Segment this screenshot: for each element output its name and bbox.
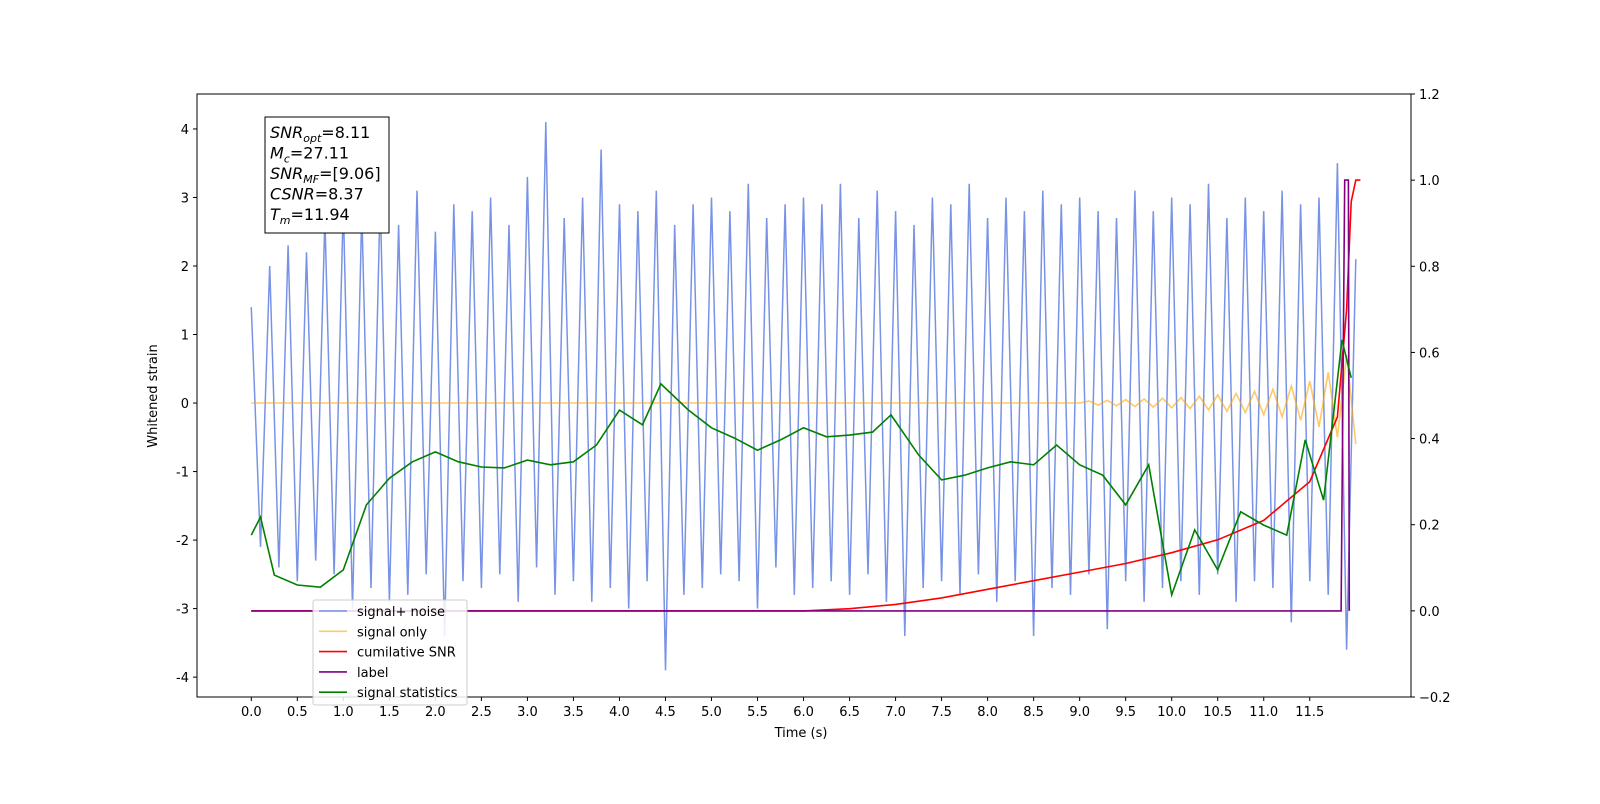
annotation-text: =8.11: [321, 123, 370, 142]
annotation-subscript: m: [280, 214, 291, 227]
legend-label: signal only: [357, 625, 427, 640]
x-tick-label: 0.0: [241, 705, 262, 720]
x-tick-label: 11.5: [1295, 705, 1324, 720]
legend-label: signal statistics: [357, 686, 458, 701]
x-tick-label: 3.0: [517, 705, 538, 720]
series-line: [250, 339, 1352, 599]
x-tick-label: 7.5: [931, 705, 952, 720]
y2-tick-label: 0.6: [1419, 346, 1440, 361]
series-line: [251, 179, 1351, 612]
annotation-subscript: MF: [303, 173, 319, 186]
y2-tick-label: 0.8: [1419, 260, 1440, 275]
annotation: CSNR=8.37: [270, 185, 364, 204]
y2-tick-label: −0.2: [1419, 691, 1451, 706]
x-tick-label: 10.5: [1203, 705, 1232, 720]
y2-tick-label: 1.0: [1419, 174, 1440, 189]
annotation-text: =27.11: [290, 144, 349, 163]
annotation-symbol: SNR: [270, 123, 303, 142]
annotation-symbol: SNR: [270, 164, 303, 183]
x-tick-label: 6.0: [793, 705, 814, 720]
x-tick-label: 1.0: [333, 705, 354, 720]
x-tick-label: 7.0: [885, 705, 906, 720]
x-tick-label: 8.0: [977, 705, 998, 720]
y-tick-label: 2: [181, 260, 189, 275]
y-tick-label: -1: [176, 466, 189, 481]
annotation-subscript: opt: [303, 132, 322, 145]
y-tick-label: 1: [181, 329, 189, 344]
annotation-text: =[9.06]: [319, 164, 381, 183]
annotation-subscript: c: [284, 153, 290, 166]
x-tick-label: 9.0: [1069, 705, 1090, 720]
y2-tick-label: 0.2: [1419, 519, 1440, 534]
y-tick-label: -4: [176, 671, 189, 686]
x-tick-label: 1.5: [379, 705, 400, 720]
annotation-symbol: T: [270, 205, 281, 224]
x-tick-label: 2.0: [425, 705, 446, 720]
legend-label: label: [357, 666, 388, 681]
x-tick-label: 3.5: [563, 705, 584, 720]
x-tick-label: 10.0: [1157, 705, 1186, 720]
x-tick-label: 9.5: [1115, 705, 1136, 720]
annotation-symbol: M: [270, 144, 284, 163]
x-tick-label: 5.0: [701, 705, 722, 720]
annotation-text: =8.37: [315, 185, 364, 204]
annotation-text: =11.94: [291, 205, 350, 224]
annotation-box: [264, 116, 390, 234]
x-tick-label: 0.5: [287, 705, 308, 720]
annotation: SNRopt=8.11: [270, 123, 370, 145]
y-tick-label: 0: [181, 397, 189, 412]
legend-label: cumilative SNR: [357, 646, 456, 661]
y-tick-label: -3: [176, 603, 189, 618]
x-axis-label: Time (s): [774, 726, 828, 741]
y-tick-label: 4: [181, 123, 189, 138]
x-tick-label: 8.5: [1023, 705, 1044, 720]
x-tick-label: 4.5: [655, 705, 676, 720]
annotation: SNRMF=[9.06]: [270, 164, 381, 186]
y-tick-label: -2: [176, 534, 189, 549]
series-line: [250, 122, 1357, 671]
legend-box: [312, 599, 468, 706]
x-tick-label: 11.0: [1249, 705, 1278, 720]
y-tick-label: 3: [181, 191, 189, 206]
legend-label: signal+ noise: [357, 605, 445, 620]
y2-tick-label: 1.2: [1419, 88, 1440, 103]
annotation-symbol: CSNR: [270, 185, 315, 204]
y-axis-label: Whitened strain: [146, 344, 161, 447]
series-line: [251, 179, 1361, 612]
annotation: Mc=27.11: [270, 144, 349, 166]
x-tick-label: 2.5: [471, 705, 492, 720]
annotation: Tm=11.94: [270, 205, 350, 227]
series-line: [251, 355, 1357, 445]
x-tick-label: 4.0: [609, 705, 630, 720]
x-tick-label: 6.5: [839, 705, 860, 720]
x-tick-label: 5.5: [747, 705, 768, 720]
y2-tick-label: 0.0: [1419, 605, 1440, 620]
y2-tick-label: 0.4: [1419, 433, 1440, 448]
